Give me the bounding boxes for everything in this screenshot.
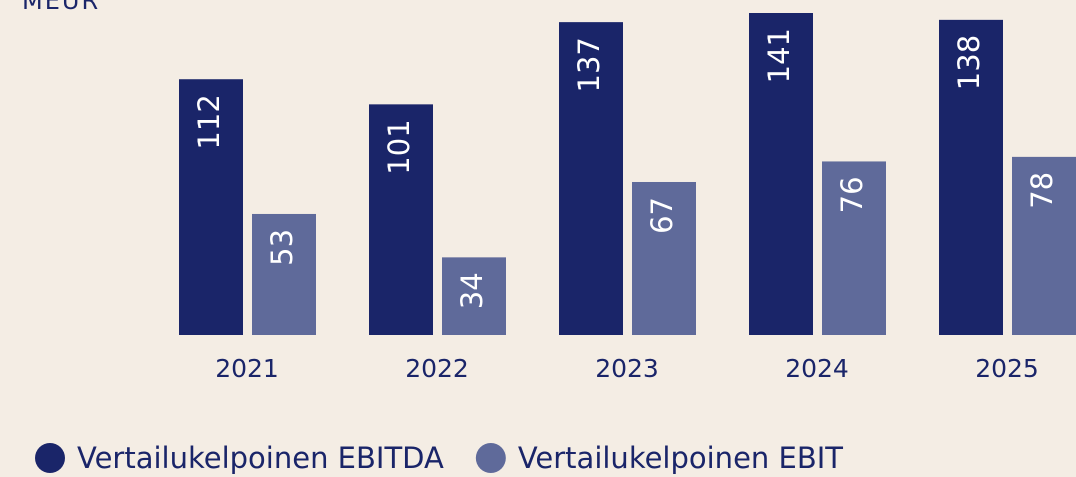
data-label: 138: [952, 35, 986, 90]
bar: [559, 22, 623, 335]
bar: [822, 161, 886, 335]
bar: [632, 181, 696, 335]
legend-swatch: [35, 443, 65, 473]
legend-label: Vertailukelpoinen EBIT: [518, 441, 843, 475]
legend-swatch: [475, 443, 506, 473]
data-label: 76: [835, 176, 869, 213]
bar: [179, 79, 243, 335]
legend-label: Vertailukelpoinen EBITDA: [77, 441, 444, 475]
chart-title: MEUR: [22, 0, 100, 15]
bar: [442, 257, 506, 335]
bar: [939, 19, 1003, 335]
data-label: 53: [265, 229, 299, 266]
bar: [1012, 156, 1076, 335]
data-label: 34: [455, 272, 489, 309]
x-tick-label: 2025: [975, 354, 1039, 383]
x-tick-label: 2021: [215, 354, 279, 383]
bar: [369, 104, 433, 335]
x-tick-label: 2022: [405, 354, 469, 383]
x-tick-label: 2023: [595, 354, 659, 383]
data-label: 78: [1025, 172, 1059, 209]
data-label: 101: [382, 119, 416, 174]
bar: [749, 13, 813, 335]
data-label: 67: [645, 197, 679, 234]
data-label: 112: [192, 94, 226, 149]
bar: [252, 213, 316, 335]
x-tick-label: 2024: [785, 354, 849, 383]
data-label: 137: [572, 37, 606, 92]
data-label: 141: [762, 28, 796, 83]
